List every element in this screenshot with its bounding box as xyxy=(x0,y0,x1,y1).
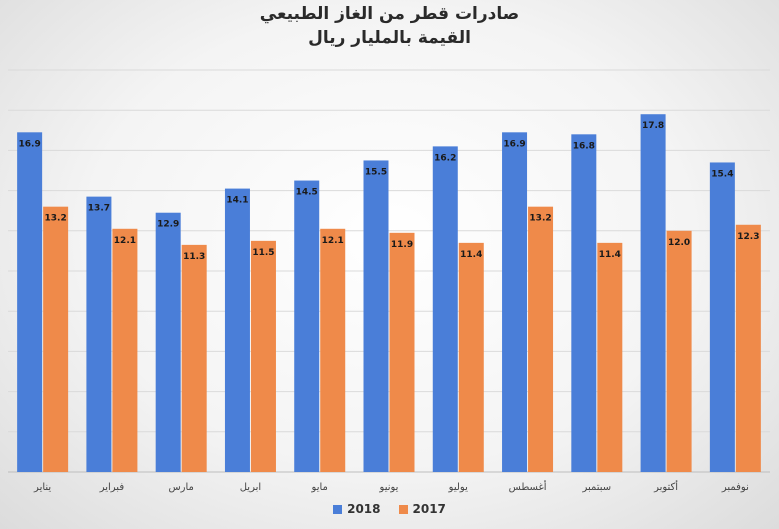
data-label-2018: 16.9 xyxy=(19,139,41,149)
x-tick-label: ابريل xyxy=(240,482,261,493)
legend: 2018 2017 xyxy=(0,502,779,516)
data-label-2017: 13.2 xyxy=(45,214,67,224)
data-label-2018: 16.9 xyxy=(503,139,525,149)
bar-2017 xyxy=(320,228,346,472)
data-label-2017: 12.1 xyxy=(322,236,344,246)
data-label-2018: 14.5 xyxy=(296,188,318,198)
bar-2018 xyxy=(17,132,43,472)
data-label-2018: 15.4 xyxy=(711,169,733,179)
bar-2018 xyxy=(224,188,250,472)
bar-2017 xyxy=(458,242,484,472)
x-tick-label: نوفمبر xyxy=(721,482,749,493)
data-label-2017: 11.4 xyxy=(599,250,621,260)
x-tick-label: مارس xyxy=(168,482,193,493)
data-label-2017: 13.2 xyxy=(529,214,551,224)
data-label-2017: 12.3 xyxy=(737,232,759,242)
bar-2018 xyxy=(432,146,458,472)
bar-2017 xyxy=(666,230,692,472)
bar-2018 xyxy=(502,132,528,472)
chart-subtitle: القيمة بالمليار ريال xyxy=(308,28,471,48)
bar-2018 xyxy=(363,160,389,472)
legend-label-2018: 2018 xyxy=(347,502,381,516)
bar-2017 xyxy=(43,206,69,472)
data-label-2017: 11.4 xyxy=(460,250,482,260)
bar-2017 xyxy=(250,240,276,472)
data-label-2017: 11.5 xyxy=(252,248,274,258)
x-tick-label: أكتوبر xyxy=(653,480,678,493)
data-label-2017: 11.9 xyxy=(391,240,413,250)
x-tick-label: أغسطس xyxy=(509,480,547,493)
data-label-2018: 16.8 xyxy=(573,141,595,151)
x-tick-label: فبراير xyxy=(99,482,125,493)
x-tick-label: يوليو xyxy=(448,482,468,493)
bar-2018 xyxy=(709,162,735,472)
bar-2018 xyxy=(294,180,320,473)
bar-2018 xyxy=(155,212,181,472)
x-tick-label: سبتمبر xyxy=(581,482,611,493)
legend-swatch-2018 xyxy=(333,504,343,514)
legend-item-2018: 2018 xyxy=(333,502,381,516)
x-tick-label: يونيو xyxy=(379,482,399,493)
data-label-2018: 17.8 xyxy=(642,121,664,131)
data-label-2018: 14.1 xyxy=(226,196,248,206)
data-label-2017: 12.0 xyxy=(668,238,690,248)
legend-swatch-2017 xyxy=(398,504,408,514)
data-label-2017: 12.1 xyxy=(114,236,136,246)
x-tick-label: مايو xyxy=(311,482,328,493)
bar-2017 xyxy=(389,232,415,472)
data-label-2017: 11.3 xyxy=(183,252,205,262)
bar-2017 xyxy=(735,224,761,472)
data-label-2018: 16.2 xyxy=(434,153,456,163)
legend-label-2017: 2017 xyxy=(412,502,446,516)
chart-title: صادرات قطر من الغاز الطبيعي xyxy=(259,4,520,24)
x-tick-label: يناير xyxy=(33,482,51,493)
bar-2017 xyxy=(112,228,138,472)
bar-2018 xyxy=(571,134,597,472)
data-label-2018: 12.9 xyxy=(157,220,179,230)
data-label-2018: 15.5 xyxy=(365,167,387,177)
data-label-2018: 13.7 xyxy=(88,204,110,214)
bar-2017 xyxy=(597,242,623,472)
bar-2018 xyxy=(640,114,666,472)
bar-2017 xyxy=(181,244,207,472)
bar-2017 xyxy=(528,206,554,472)
legend-item-2017: 2017 xyxy=(398,502,446,516)
bar-2018 xyxy=(86,196,112,472)
